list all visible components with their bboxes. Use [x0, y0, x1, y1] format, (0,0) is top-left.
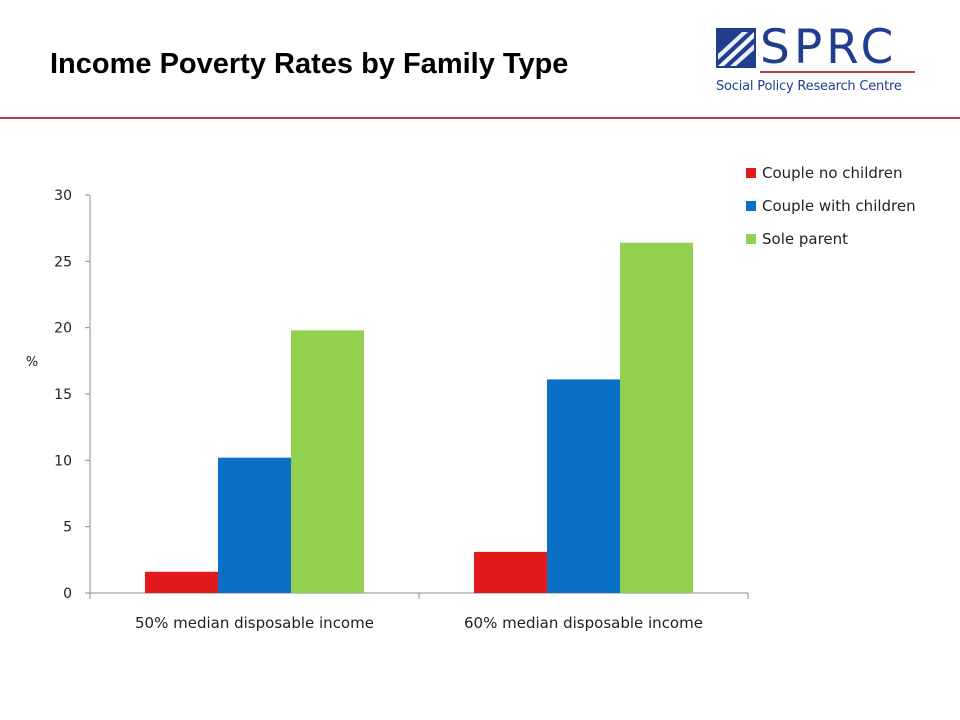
- logo-name: SPRC: [760, 20, 898, 75]
- bar: [547, 379, 620, 593]
- legend-label: Couple no children: [762, 164, 902, 182]
- bar: [620, 242, 693, 593]
- slide-title: Income Poverty Rates by Family Type: [50, 48, 569, 80]
- legend-swatch: [746, 201, 756, 211]
- bar: [218, 457, 291, 593]
- x-tick-label: 60% median disposable income: [464, 614, 703, 632]
- y-tick-label: 15: [54, 387, 72, 403]
- y-tick-label: 0: [63, 586, 72, 602]
- y-axis-label: %: [26, 355, 38, 370]
- legend-swatch: [746, 234, 756, 244]
- header-divider: [0, 117, 960, 119]
- sprc-logo-icon: [716, 28, 756, 68]
- x-tick-label: 50% median disposable income: [135, 614, 374, 632]
- bar: [145, 571, 218, 593]
- bar: [474, 551, 547, 593]
- y-tick-label: 25: [54, 254, 72, 270]
- y-tick-label: 10: [54, 453, 72, 469]
- sprc-logo: SPRC Social Policy Research Centre: [716, 20, 916, 98]
- logo-subtitle: Social Policy Research Centre: [716, 79, 902, 94]
- y-tick-label: 30: [54, 188, 72, 204]
- legend-label: Sole parent: [762, 230, 848, 248]
- logo-divider: [760, 71, 915, 73]
- y-tick-label: 5: [63, 520, 72, 536]
- bar: [291, 330, 364, 593]
- legend-label: Couple with children: [762, 197, 916, 215]
- legend-swatch: [746, 168, 756, 178]
- y-tick-label: 20: [54, 321, 72, 337]
